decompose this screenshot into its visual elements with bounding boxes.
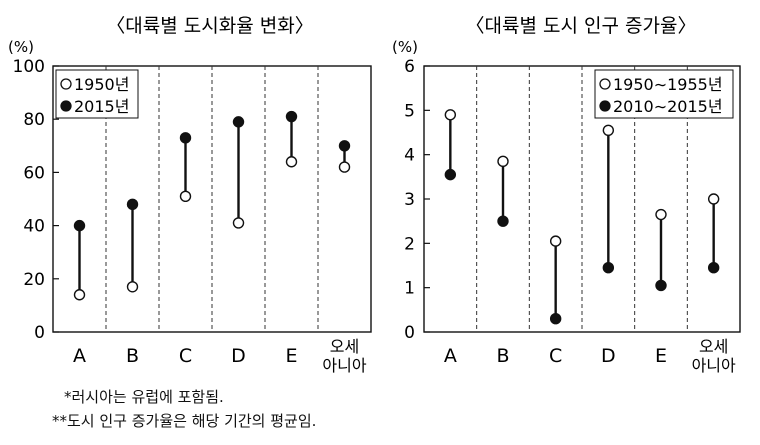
point-filled — [655, 279, 667, 292]
legend: 1950년 2015년 — [55, 69, 139, 119]
point-filled — [444, 168, 457, 181]
chart-title: 〈대륙별 도시 인구 증가율〉 — [466, 15, 697, 37]
legend-label: 1950∼1955년 — [613, 75, 723, 94]
legend: 1950∼1955년 2010∼2015년 — [594, 69, 734, 119]
point-open — [707, 193, 720, 205]
category-label: C — [179, 345, 192, 367]
point-filled — [602, 262, 615, 274]
y-tick-label: 3 — [404, 190, 415, 210]
point-filled — [707, 262, 720, 274]
y-tick-label: 4 — [404, 146, 415, 166]
point-open — [179, 190, 192, 203]
point-filled — [232, 116, 245, 128]
y-tick-label: 20 — [23, 270, 45, 290]
category-label: E — [285, 345, 297, 367]
category-label: E — [655, 345, 667, 367]
y-tick-label: 1 — [404, 279, 415, 299]
category-label: B — [126, 345, 139, 367]
footnote-growth-rate: **도시 인구 증가율은 해당 기간의 평균임. — [52, 412, 317, 430]
point-filled — [549, 313, 562, 325]
legend-label: 1950년 — [74, 75, 129, 94]
point-filled — [179, 132, 192, 144]
point-filled — [285, 110, 298, 123]
y-tick-label: 6 — [404, 57, 415, 77]
legend-label: 2015년 — [74, 97, 129, 116]
legend-marker — [599, 100, 611, 112]
chart-title: 〈대륙별 도시화율 변화〉 — [106, 15, 313, 37]
point-open — [444, 109, 457, 121]
chart-2: 〈대륙별 도시 인구 증가율〉 (%) 0 1 2 3 4 5 6 A B C D E 오세 아니아 1950∼… — [392, 15, 741, 375]
point-open — [338, 161, 351, 173]
y-tick-label: 0 — [404, 323, 415, 343]
y-tick-label: 60 — [23, 163, 45, 183]
chart-1: 〈대륙별 도시화율 변화〉 (%) 0 20 40 60 80 100 A B C D E 오세 아니아 19… — [8, 15, 372, 375]
point-filled — [73, 219, 86, 232]
point-open — [602, 124, 615, 136]
point-filled — [497, 215, 509, 227]
point-open — [126, 281, 139, 293]
y-tick-label: 40 — [23, 217, 45, 237]
y-axis-unit: (%) — [8, 38, 34, 56]
point-open — [549, 235, 562, 247]
category-label: C — [549, 345, 562, 367]
category-label: B — [496, 345, 509, 367]
legend-marker — [599, 78, 611, 90]
category-label: A — [73, 345, 86, 367]
category-label: A — [444, 345, 457, 367]
legend-label: 2010∼2015년 — [613, 97, 723, 116]
category-label: 오세 아니아 — [692, 337, 736, 375]
point-open — [497, 155, 509, 168]
footnote-russia: *러시아는 유럽에 포함됨. — [64, 388, 224, 406]
y-tick-label: 0 — [34, 323, 45, 343]
point-open — [655, 208, 667, 221]
category-label: D — [601, 345, 616, 367]
point-open — [73, 289, 86, 301]
y-axis-unit: (%) — [392, 38, 418, 56]
legend-marker — [60, 100, 72, 112]
point-filled — [338, 140, 351, 152]
y-tick-label: 80 — [23, 110, 45, 130]
y-tick-label: 2 — [404, 234, 415, 254]
point-open — [232, 217, 245, 229]
category-label: D — [231, 345, 246, 367]
y-tick-label: 5 — [404, 101, 415, 121]
legend-box — [594, 69, 734, 119]
category-label: 오세 아니아 — [322, 337, 366, 375]
y-tick-label: 100 — [13, 57, 45, 77]
point-open — [285, 156, 298, 168]
point-filled — [126, 198, 139, 211]
legend-marker — [60, 78, 72, 90]
